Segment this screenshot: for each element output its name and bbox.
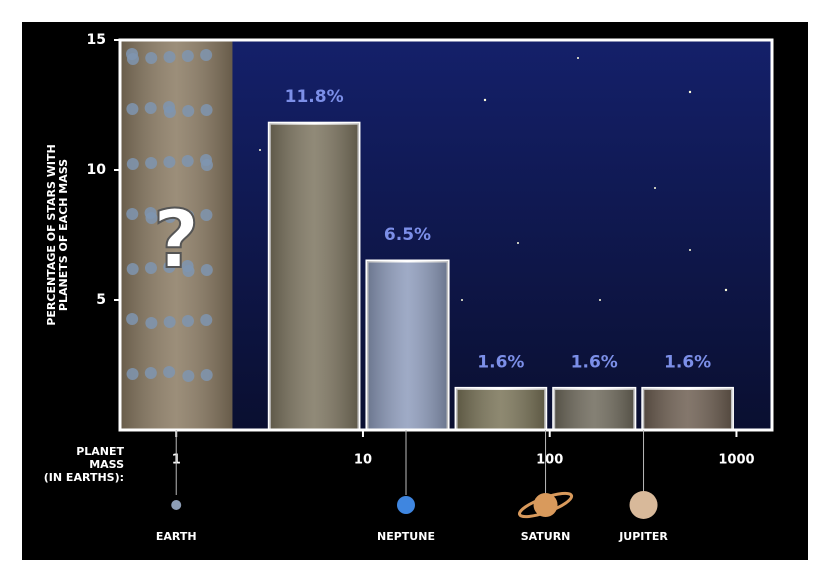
planet-name: EARTH (156, 530, 197, 543)
value-label: 1.6% (664, 352, 711, 372)
y-axis-label-line: PERCENTAGE OF STARS WITH (45, 144, 58, 325)
value-label: 1.6% (477, 352, 524, 372)
bar-shade (269, 123, 359, 430)
bar-shade (642, 388, 733, 430)
decor-planet (163, 261, 176, 273)
decor-planet (126, 158, 139, 170)
decor-planet (126, 313, 139, 325)
x-tick-label: 1000 (718, 453, 754, 468)
decor-planet (200, 159, 213, 171)
decor-planet (163, 211, 176, 223)
decor-planet (163, 156, 176, 168)
y-tick-label: 10 (87, 162, 107, 178)
x-axis-label: (IN EARTHS): (44, 471, 124, 484)
decor-planet (163, 316, 176, 328)
stars (259, 57, 728, 301)
bar-shade (553, 388, 635, 430)
decor-planet (182, 210, 195, 222)
decor-planet (144, 262, 157, 274)
planet-name: NEPTUNE (377, 530, 435, 543)
decor-planet (163, 106, 176, 118)
decor-planet (144, 367, 157, 379)
x-axis-label: PLANET (76, 445, 124, 458)
y-axis-label: PERCENTAGE OF STARS WITHPLANETS OF EACH … (45, 144, 70, 325)
decor-planet (200, 209, 213, 221)
decor-planet (126, 103, 139, 115)
decor-planet (200, 264, 213, 276)
decor-planet (200, 369, 213, 381)
decor-planet (126, 263, 139, 275)
decor-planet (145, 157, 158, 169)
x-tick-label: 100 (536, 453, 563, 468)
decor-planet (200, 104, 213, 116)
decor-planet (145, 317, 158, 329)
planet-name: SATURN (521, 530, 571, 543)
bar-shade (456, 388, 546, 430)
x-tick-label: 10 (354, 453, 372, 468)
decor-planet (145, 52, 158, 64)
value-label: 6.5% (384, 225, 431, 245)
decor-planet (126, 208, 139, 220)
decor-planet (126, 368, 139, 380)
value-label: 11.8% (285, 87, 344, 107)
unknown-shade (120, 40, 233, 430)
x-axis-label: MASS (89, 458, 124, 471)
decor-planet (145, 212, 158, 224)
decor-planet (181, 315, 194, 327)
value-label: 1.6% (571, 352, 618, 372)
planet-icon (533, 493, 558, 517)
decor-planet (181, 50, 194, 62)
y-tick-label: 5 (96, 292, 106, 308)
decor-planet (144, 102, 157, 114)
planet-icon (629, 491, 658, 519)
decor-planet (163, 51, 176, 63)
decor-planet (163, 366, 176, 378)
y-axis-label-line: PLANETS OF EACH MASS (57, 159, 70, 311)
plot-frame (118, 38, 774, 432)
decor-planet (181, 155, 194, 167)
planet-icon (396, 496, 415, 514)
planet-icon (171, 500, 182, 510)
decor-planet (182, 105, 195, 117)
annotation: ? (153, 193, 199, 286)
decor-planet (200, 49, 213, 61)
decor-planet (200, 314, 213, 326)
y-tick-label: 15 (87, 32, 106, 48)
decor-planet (126, 53, 139, 65)
bar-shade (366, 261, 449, 430)
planet-name: JUPITER (618, 530, 668, 543)
decor-planet (182, 370, 195, 382)
decor-planet (182, 265, 195, 277)
